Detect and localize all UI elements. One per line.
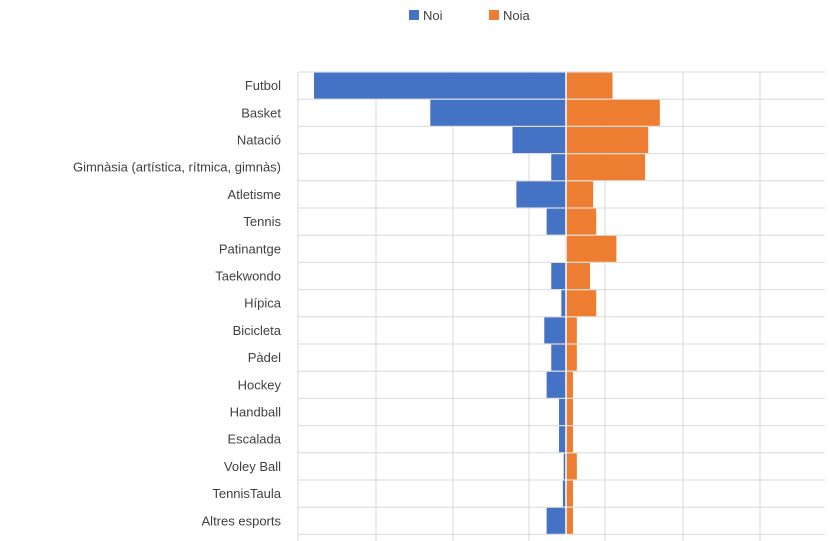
category-label: Altres esports <box>202 513 282 528</box>
legend-swatch-noi <box>409 10 419 20</box>
category-labels: Futbol Basket Natació Gimnàsia (artística, … <box>73 78 282 528</box>
category-label: Futbol <box>245 78 281 93</box>
category-label: Gimnàsia (artística, rítmica, gimnàs) <box>73 160 281 175</box>
bar-noia <box>566 507 573 534</box>
bar-noia <box>566 344 577 371</box>
legend: Noi Noia <box>409 8 531 23</box>
bar-noia <box>566 154 646 181</box>
bar-noi <box>563 453 566 480</box>
bar-noi <box>551 344 566 371</box>
bar-noia <box>566 480 573 507</box>
bar-noia <box>566 317 577 344</box>
bar-noi <box>562 480 566 507</box>
bar-noi <box>559 426 566 453</box>
bar-noia <box>566 235 617 262</box>
bar-noia <box>566 453 577 480</box>
category-label: TennisTaula <box>212 486 281 501</box>
category-label: Hockey <box>238 377 282 392</box>
bar-noi <box>561 290 566 317</box>
bar-noi <box>559 399 566 425</box>
category-label: Basket <box>241 105 281 120</box>
category-label: Bicicleta <box>233 323 282 338</box>
bar-noia <box>566 208 597 235</box>
bar-noia <box>566 290 597 317</box>
bar-noi <box>544 317 566 344</box>
category-label: Atletisme <box>228 187 281 202</box>
legend-label-noi: Noi <box>423 8 443 23</box>
category-label: Handball <box>230 405 281 420</box>
bar-noia <box>566 263 591 289</box>
bar-noia <box>566 426 573 453</box>
plot-rows <box>314 72 660 534</box>
category-label: Escalada <box>228 432 282 447</box>
bar-noi <box>551 263 566 289</box>
bar-noia <box>566 399 573 425</box>
category-label: Taekwondo <box>215 269 281 284</box>
bar-noi <box>546 208 566 235</box>
category-label: Voley Ball <box>224 459 281 474</box>
bar-noia <box>566 181 594 208</box>
bar-noia <box>566 371 573 398</box>
bar-noia <box>566 127 649 153</box>
bar-noia <box>566 72 613 99</box>
bar-noi <box>546 507 566 534</box>
bar-noi <box>546 371 566 398</box>
gridlines <box>297 71 825 541</box>
bar-noi <box>430 99 566 126</box>
legend-swatch-noia <box>489 10 499 20</box>
category-label: Pàdel <box>248 350 281 365</box>
bar-noi <box>314 72 566 99</box>
bar-noi <box>516 181 566 208</box>
bar-noia <box>566 99 660 126</box>
category-label: Patinantge <box>219 241 281 256</box>
category-label: Tennis <box>243 214 281 229</box>
bar-noi <box>512 127 566 153</box>
legend-label-noia: Noia <box>503 8 531 23</box>
category-label: Natació <box>237 133 281 148</box>
category-label: Hípica <box>244 296 282 311</box>
bar-noi <box>551 154 566 181</box>
